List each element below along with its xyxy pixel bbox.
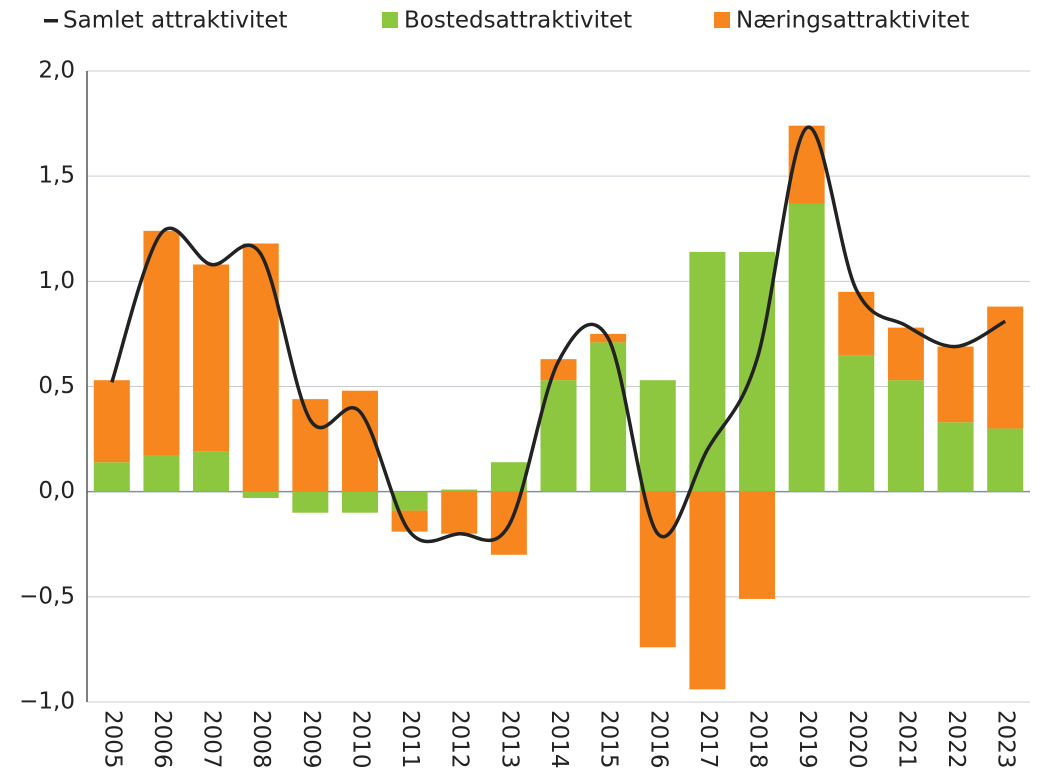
- y-tick-label: −0,5: [19, 583, 75, 609]
- legend-swatch: [44, 19, 58, 23]
- x-tick-label: 2014: [546, 710, 572, 769]
- x-tick-label: 2005: [99, 710, 125, 769]
- bar: [838, 291, 875, 355]
- bar: [341, 390, 378, 492]
- x-tick-label: 2010: [347, 710, 373, 769]
- bar: [441, 491, 478, 534]
- bar: [242, 243, 279, 492]
- bar: [887, 327, 924, 381]
- bar: [391, 510, 428, 532]
- bar: [788, 203, 825, 492]
- y-tick-label: 1,0: [38, 268, 75, 294]
- bar: [590, 342, 627, 492]
- x-tick-label: 2021: [893, 710, 919, 769]
- x-tick-label: 2018: [745, 710, 771, 769]
- bar: [441, 489, 478, 492]
- bar: [292, 399, 329, 492]
- bar: [143, 230, 180, 456]
- x-tick-label: 2008: [248, 710, 274, 769]
- line: [110, 125, 1007, 544]
- bar: [143, 455, 180, 492]
- x-tick-label: 2019: [794, 710, 820, 769]
- bar: [689, 251, 726, 492]
- bar: [689, 491, 726, 690]
- bar: [391, 491, 428, 511]
- bar: [639, 491, 676, 648]
- bar: [987, 428, 1024, 492]
- legend-swatch: [382, 12, 398, 28]
- x-tick-label: 2007: [199, 710, 225, 769]
- bar: [193, 451, 230, 492]
- bar: [838, 354, 875, 492]
- bar: [193, 264, 230, 452]
- bar: [93, 380, 130, 463]
- x-tick-label: 2020: [844, 710, 870, 769]
- legend-swatch: [714, 12, 730, 28]
- legend-label: Bostedsattraktivitet: [404, 8, 632, 34]
- bar: [987, 306, 1024, 429]
- bar: [937, 422, 974, 492]
- bar: [341, 491, 378, 513]
- x-tick-label: 2009: [298, 710, 324, 769]
- x-tick-label: 2016: [645, 710, 671, 769]
- bar: [887, 380, 924, 492]
- legend-label: Næringsattraktivitet: [736, 8, 969, 34]
- bar: [739, 251, 776, 492]
- y-tick-label: 0,5: [38, 373, 75, 399]
- x-tick-label: 2013: [496, 710, 522, 769]
- y-tick-label: 1,5: [38, 163, 75, 189]
- y-tick-label: 0,0: [38, 478, 75, 504]
- bar: [292, 491, 329, 513]
- x-tick-label: 2022: [943, 710, 969, 769]
- x-tick-label: 2006: [149, 710, 175, 769]
- x-tick-label: 2012: [447, 710, 473, 769]
- x-tick-label: 2011: [397, 710, 423, 769]
- bar: [540, 359, 577, 381]
- bar: [93, 462, 130, 492]
- x-tick-label: 2017: [695, 710, 721, 769]
- legend-label: Samlet attraktivitet: [63, 8, 288, 34]
- y-tick-label: 2,0: [38, 58, 75, 84]
- bar: [639, 380, 676, 492]
- bar: [739, 491, 776, 599]
- bar: [490, 462, 527, 492]
- x-tick-label: 2015: [596, 710, 622, 769]
- y-tick-label: −1,0: [19, 689, 75, 715]
- bar: [937, 346, 974, 423]
- x-tick-label: 2023: [993, 710, 1019, 769]
- bar: [242, 491, 279, 498]
